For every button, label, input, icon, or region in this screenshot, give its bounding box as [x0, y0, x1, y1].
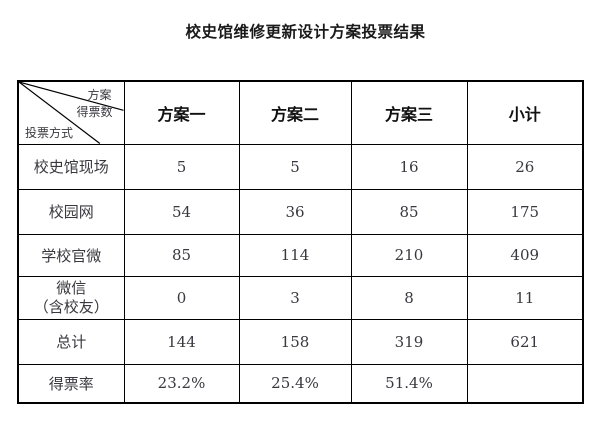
table-row-onsite: 校史馆现场 5 5 16 26	[17, 143, 584, 190]
table-row-total: 总计 144 158 319 621	[17, 318, 584, 365]
row-label: 得票率	[17, 363, 125, 404]
table-cell: 36	[238, 188, 352, 235]
table-row-campus-net: 校园网 54 36 85 175	[17, 188, 584, 235]
table-cell: 16	[350, 143, 468, 190]
table-cell: 210	[350, 233, 468, 277]
table-cell: 114	[238, 233, 352, 277]
table-cell: 0	[123, 275, 240, 320]
table-cell: 85	[350, 188, 468, 235]
corner-method-label: 投票方式	[25, 125, 74, 140]
column-header-plan3: 方案三	[350, 80, 468, 145]
vote-results-table: 方案 得票数 投票方式 方案一 方案二 方案三 小计 校史馆现场 5 5 16 …	[17, 80, 584, 404]
table-cell: 51.4%	[350, 363, 468, 404]
table-cell: 409	[466, 233, 584, 277]
table-cell: 25.4%	[238, 363, 352, 404]
table-cell: 11	[466, 275, 584, 320]
table-cell: 144	[123, 318, 240, 365]
table-row-wechat: 微信 （含校友） 0 3 8 11	[17, 275, 584, 320]
page-title: 校史馆维修更新设计方案投票结果	[185, 23, 426, 41]
column-header-plan1: 方案一	[123, 80, 240, 145]
table-cell: 5	[238, 143, 352, 190]
table-cell	[466, 363, 584, 404]
row-label: 校园网	[17, 188, 125, 235]
table-cell: 5	[123, 143, 240, 190]
table-cell: 3	[238, 275, 352, 320]
column-header-plan2: 方案二	[238, 80, 352, 145]
table-cell: 175	[466, 188, 584, 235]
corner-votes-label: 得票数	[76, 105, 113, 119]
table-row-official-weibo: 学校官微 85 114 210 409	[17, 233, 584, 277]
table-cell: 158	[238, 318, 352, 365]
column-header-subtotal: 小计	[466, 80, 584, 145]
row-label: 总计	[17, 318, 125, 365]
table-cell: 23.2%	[123, 363, 240, 404]
row-label-line1: 微信	[56, 278, 87, 297]
row-label: 校史馆现场	[17, 143, 125, 190]
table-cell: 26	[466, 143, 584, 190]
corner-plan-label: 方案	[87, 88, 112, 102]
table-cell: 8	[350, 275, 468, 320]
table-cell: 319	[350, 318, 468, 365]
diagonal-split-lines-icon	[19, 82, 124, 144]
header-row: 方案 得票数 投票方式 方案一 方案二 方案三 小计	[17, 80, 584, 145]
row-label-line2: （含校友）	[33, 297, 109, 316]
diagonal-header-cell: 方案 得票数 投票方式	[17, 80, 125, 145]
table-cell: 85	[123, 233, 240, 277]
table-cell: 621	[466, 318, 584, 365]
table-row-vote-rate: 得票率 23.2% 25.4% 51.4%	[17, 363, 584, 404]
row-label: 微信 （含校友）	[17, 275, 125, 320]
row-label: 学校官微	[17, 233, 125, 277]
table-cell: 54	[123, 188, 240, 235]
